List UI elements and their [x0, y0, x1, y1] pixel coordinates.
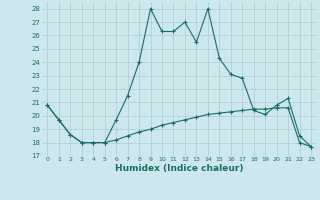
X-axis label: Humidex (Indice chaleur): Humidex (Indice chaleur)	[115, 164, 244, 173]
